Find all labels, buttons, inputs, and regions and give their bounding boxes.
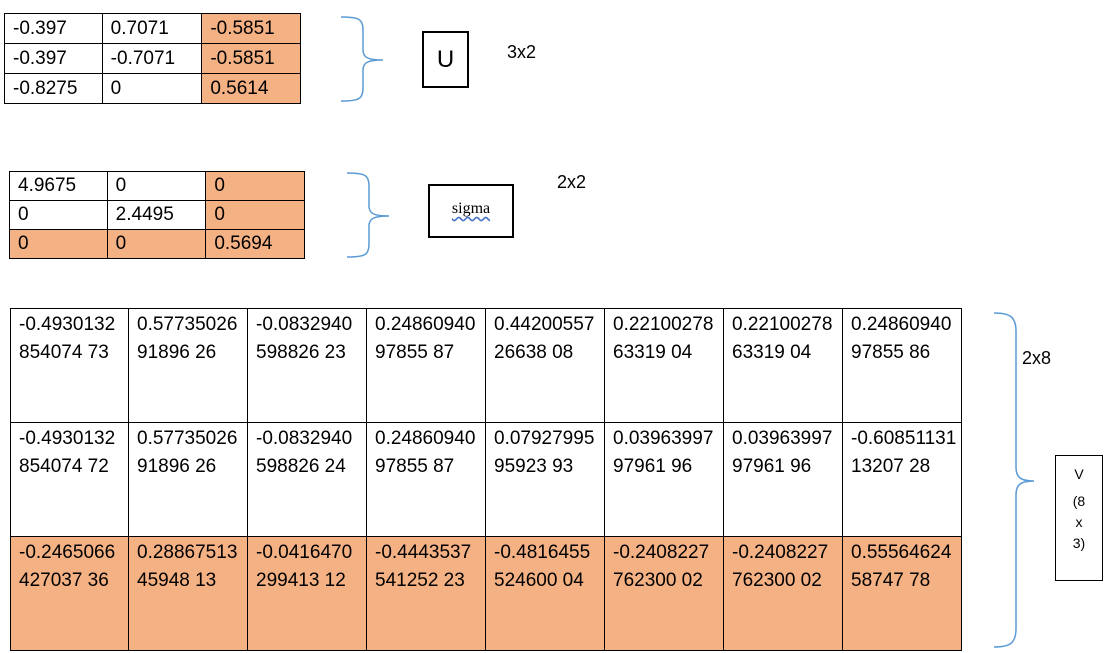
table-cell: -0.2408227762300 02 (604, 536, 724, 651)
table-cell: -0.2408227762300 02 (723, 536, 843, 651)
table-cell: -0.0832940598826 24 (247, 422, 367, 537)
table-cell: -0.2465066427037 36 (10, 536, 129, 651)
matrix-v-label-line: (8 (1072, 493, 1086, 509)
table-cell: 0.2210027863319 04 (723, 308, 843, 423)
table-cell: 0.2886751345948 13 (128, 536, 248, 651)
table-cell: -0.397 (4, 13, 103, 44)
table-cell: -0.4930132854074 72 (10, 422, 129, 537)
table-cell: 2.4495 (106, 200, 207, 230)
table-cell: 0 (106, 171, 207, 201)
table-cell: 0.2486094097855 87 (366, 308, 486, 423)
table-row: 0 2.4495 0 (9, 200, 305, 230)
table-cell: 0.5614 (201, 73, 301, 104)
table-cell: -0.4443537541252 23 (366, 536, 486, 651)
table-row: -0.397 0.7071 -0.5851 (4, 13, 301, 44)
table-cell: 0 (205, 200, 305, 230)
table-cell: -0.8275 (4, 73, 103, 104)
matrix-u-dimension: 3x2 (507, 42, 537, 62)
table-cell: 0 (9, 229, 108, 259)
brace-u (340, 16, 384, 102)
table-row: -0.4930132854074 72 0.5773502691896 26 -… (10, 422, 962, 537)
table-row: -0.8275 0 0.5614 (4, 73, 301, 104)
table-cell: 0 (101, 73, 203, 104)
matrix-v-label-line: 3) (1072, 535, 1086, 551)
matrix-v-dimension: 2x8 (1022, 348, 1052, 368)
table-row: 0 0 0.5694 (9, 229, 305, 259)
table-row: -0.2465066427037 36 0.2886751345948 13 -… (10, 536, 962, 651)
table-cell: -0.0416470299413 12 (247, 536, 367, 651)
table-cell: 0.2486094097855 87 (366, 422, 486, 537)
matrix-u-table: -0.397 0.7071 -0.5851 -0.397 -0.7071 -0.… (4, 13, 301, 104)
matrix-u-label-box: U (422, 31, 469, 88)
table-cell: 0.2486094097855 86 (842, 308, 962, 423)
table-cell: 0.5773502691896 26 (128, 308, 248, 423)
table-cell: 4.9675 (9, 171, 108, 201)
matrix-v-table: -0.4930132854074 73 0.5773502691896 26 -… (10, 308, 962, 651)
matrix-sigma-label-box: sigma (428, 184, 514, 238)
table-row: -0.4930132854074 73 0.5773502691896 26 -… (10, 308, 962, 423)
table-cell: 0 (106, 229, 207, 259)
table-cell: -0.0832940598826 23 (247, 308, 367, 423)
table-cell: -0.5851 (201, 13, 301, 44)
matrix-sigma-label: sigma (451, 200, 491, 217)
table-cell: 0.5694 (205, 229, 305, 259)
table-cell: 0 (9, 200, 108, 230)
matrix-u-label: U (436, 46, 455, 73)
table-cell: 0.0396399797961 96 (604, 422, 724, 537)
brace-v (993, 312, 1035, 648)
table-cell: 0.0396399797961 96 (723, 422, 843, 537)
table-cell: -0.4930132854074 73 (10, 308, 129, 423)
matrix-v-label-line: V (1074, 466, 1084, 482)
table-cell: 0.5773502691896 26 (128, 422, 248, 537)
table-row: 4.9675 0 0 (9, 171, 305, 201)
matrix-v-label-line: x (1075, 514, 1083, 530)
table-cell: -0.397 (4, 43, 103, 74)
brace-sigma (346, 172, 390, 258)
table-cell: -0.6085113113207 28 (842, 422, 962, 537)
table-cell: 0.7071 (101, 13, 203, 44)
table-cell: 0.5556462458747 78 (842, 536, 962, 651)
table-cell: 0.2210027863319 04 (604, 308, 724, 423)
table-cell: -0.5851 (201, 43, 301, 74)
table-cell: -0.7071 (101, 43, 203, 74)
matrix-sigma-table: 4.9675 0 0 0 2.4495 0 0 0 0.5694 (9, 171, 305, 259)
table-cell: 0.0792799595923 93 (485, 422, 605, 537)
table-row: -0.397 -0.7071 -0.5851 (4, 43, 301, 74)
table-cell: -0.4816455524600 04 (485, 536, 605, 651)
table-cell: 0 (205, 171, 305, 201)
matrix-v-label-box: V (8 x 3) (1055, 455, 1103, 581)
matrix-sigma-dimension: 2x2 (557, 172, 587, 192)
table-cell: 0.4420055726638 08 (485, 308, 605, 423)
